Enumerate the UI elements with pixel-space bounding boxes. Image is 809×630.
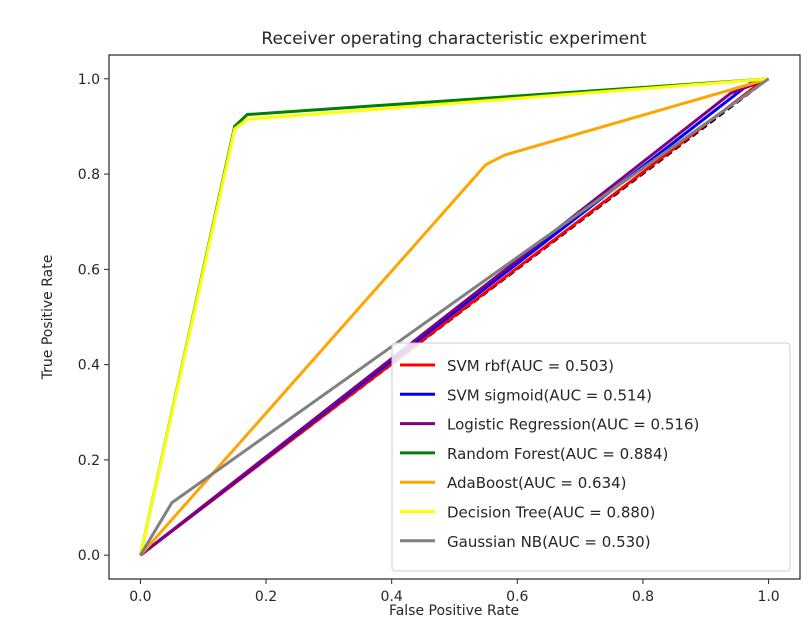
legend-box — [391, 342, 791, 572]
x-tick-label: 0.8 — [632, 589, 654, 605]
x-tick-label: 1.0 — [757, 589, 779, 605]
y-tick-label: 0.6 — [78, 262, 100, 278]
axes-frame — [108, 54, 801, 580]
series-line-4 — [139, 77, 770, 557]
y-tick-label: 0.4 — [78, 358, 100, 374]
legend-label: Random Forest(AUC = 0.884) — [447, 445, 668, 463]
legend-label: Logistic Regression(AUC = 0.516) — [447, 416, 699, 434]
legend-label: Decision Tree(AUC = 0.880) — [447, 504, 655, 522]
legend-label: Gaussian NB(AUC = 0.530) — [447, 533, 651, 551]
x-axis-label: False Positive Rate — [389, 603, 519, 619]
y-tick-label: 0.0 — [78, 548, 100, 564]
y-tick-label: 0.8 — [78, 167, 100, 183]
legend-label: SVM sigmoid(AUC = 0.514) — [447, 386, 652, 404]
x-tick-label: 0.6 — [506, 589, 528, 605]
y-tick-label: 1.0 — [78, 72, 100, 88]
x-tick-label: 0.2 — [255, 589, 277, 605]
legend-label: SVM rbf(AUC = 0.503) — [447, 357, 614, 375]
x-tick-label: 0.0 — [129, 589, 151, 605]
y-axis-label: True Positive Rate — [40, 255, 56, 381]
series-line-6 — [139, 77, 770, 556]
y-tick-label: 0.2 — [78, 453, 100, 469]
legend-label: AdaBoost(AUC = 0.634) — [447, 474, 627, 492]
legend: SVM rbf(AUC = 0.503) SVM sigmoid(AUC = 0.… — [391, 342, 791, 572]
x-tick-label: 0.4 — [381, 589, 403, 605]
chart-title: Receiver operating characteristic experi… — [261, 29, 646, 49]
series-line-5 — [138, 77, 769, 556]
